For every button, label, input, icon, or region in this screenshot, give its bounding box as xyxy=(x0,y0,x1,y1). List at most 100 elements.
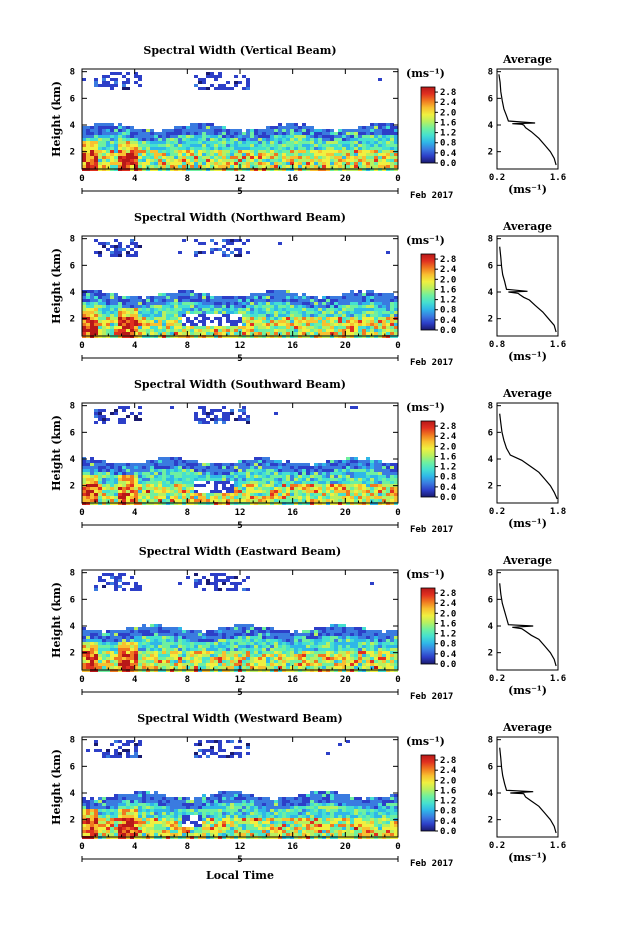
profile-frame xyxy=(496,68,559,170)
colorbar-tick-label: 1.2 xyxy=(440,463,456,473)
date-label: Feb 2017 xyxy=(410,191,453,201)
heatmap xyxy=(82,406,398,505)
x-tick-label: 16 xyxy=(287,508,298,518)
x-tick-label: 20 xyxy=(340,508,351,518)
panel-2: Spectral Width (Northward Beam) 2 4 6 8 Heigh… xyxy=(50,211,566,368)
profile-x-tick-label: 1.8 xyxy=(550,507,566,517)
colorbar-tick-label: 0.4 xyxy=(440,817,457,827)
x-tick-label: 4 xyxy=(132,341,138,351)
colorbar-tick-label: 2.4 xyxy=(440,766,457,776)
panel-5: Spectral Width (Westward Beam) 2 4 6 8 Height… xyxy=(50,712,566,869)
colorbar xyxy=(420,253,436,331)
profile-x-unit: (ms⁻¹) xyxy=(508,684,547,697)
x-tick-label: 16 xyxy=(287,675,298,685)
y-tick-label: 4 xyxy=(70,622,76,632)
x-tick-label: 4 xyxy=(132,508,138,518)
colorbar-tick-label: 0.4 xyxy=(440,650,457,660)
profile-x-tick-label: 1.6 xyxy=(550,173,566,183)
x-tick-label: 0 xyxy=(79,341,84,351)
profile-x-tick-label: 0.2 xyxy=(489,173,505,183)
y-tick-label: 8 xyxy=(70,402,75,412)
x-tick-label: 0 xyxy=(79,174,84,184)
x-tick-label: 8 xyxy=(185,174,190,184)
colorbar-tick-label: 0.8 xyxy=(440,306,456,316)
colorbar-tick-label: 1.2 xyxy=(440,296,456,306)
profile-y-tick-label: 4 xyxy=(488,622,494,632)
date-label: Feb 2017 xyxy=(410,692,453,702)
y-tick-label: 2 xyxy=(70,148,75,158)
y-tick-label: 8 xyxy=(70,235,75,245)
x-tick-label: 0 xyxy=(395,341,400,351)
profile-line xyxy=(499,413,558,500)
y-axis-label: Height (km) xyxy=(50,248,63,324)
colorbar xyxy=(420,754,436,832)
y-axis-label: Height (km) xyxy=(50,749,63,825)
x-tick-label: 8 xyxy=(185,675,190,685)
x-tick-label: 16 xyxy=(287,842,298,852)
x-tick-label: 20 xyxy=(340,842,351,852)
x-tick-label: 12 xyxy=(235,508,246,518)
profile-y-tick-label: 6 xyxy=(488,261,493,271)
x-tick-label: 4 xyxy=(132,174,138,184)
colorbar-unit: (ms⁻¹) xyxy=(406,67,445,80)
profile-title: Average xyxy=(502,53,552,66)
colorbar-unit: (ms⁻¹) xyxy=(406,234,445,247)
colorbar-tick-label: 2.0 xyxy=(440,275,456,285)
colorbar-tick-label: 1.6 xyxy=(440,285,456,295)
date-tick-label: 5 xyxy=(237,187,242,197)
profile-frame xyxy=(496,235,559,337)
colorbar-unit: (ms⁻¹) xyxy=(406,401,445,414)
x-tick-label: 0 xyxy=(79,508,84,518)
panel-1: Spectral Width (Vertical Beam) 2 4 6 8 Height… xyxy=(50,44,566,201)
panel-title: Spectral Width (Eastward Beam) xyxy=(139,545,341,558)
profile-x-unit: (ms⁻¹) xyxy=(508,517,547,530)
profile-y-tick-label: 8 xyxy=(488,736,493,746)
date-label: Feb 2017 xyxy=(410,525,453,535)
heatmap xyxy=(82,72,398,171)
x-axis-label: Local Time xyxy=(206,869,274,882)
colorbar-tick-label: 1.6 xyxy=(440,619,456,629)
colorbar-tick-label: 0.0 xyxy=(440,827,456,837)
colorbar xyxy=(420,86,436,164)
profile-x-unit: (ms⁻¹) xyxy=(508,350,547,363)
x-tick-label: 8 xyxy=(185,508,190,518)
x-tick-label: 0 xyxy=(395,174,400,184)
colorbar-tick-label: 0.4 xyxy=(440,316,457,326)
x-tick-label: 0 xyxy=(79,675,84,685)
x-tick-label: 8 xyxy=(185,842,190,852)
x-tick-label: 0 xyxy=(395,675,400,685)
colorbar-tick-label: 0.0 xyxy=(440,159,456,169)
panel-4: Spectral Width (Eastward Beam) 2 4 6 8 Height… xyxy=(50,545,566,702)
colorbar-tick-label: 2.4 xyxy=(440,98,457,108)
profile-x-tick-label: 1.6 xyxy=(550,841,566,851)
colorbar-unit: (ms⁻¹) xyxy=(406,735,445,748)
colorbar-tick-label: 2.8 xyxy=(440,422,456,432)
y-axis-label: Height (km) xyxy=(50,415,63,491)
profile-y-tick-label: 6 xyxy=(488,762,493,772)
date-tick-label: 5 xyxy=(237,855,242,865)
y-tick-label: 2 xyxy=(70,315,75,325)
profile-line xyxy=(499,583,557,667)
colorbar-tick-label: 2.8 xyxy=(440,88,456,98)
x-tick-label: 8 xyxy=(185,341,190,351)
profile-x-tick-label: 0.2 xyxy=(489,507,505,517)
profile-y-tick-label: 4 xyxy=(488,121,494,131)
y-axis-label: Height (km) xyxy=(50,81,63,157)
profile-y-tick-label: 4 xyxy=(488,288,494,298)
date-tick-label: 5 xyxy=(237,354,242,364)
x-tick-label: 12 xyxy=(235,174,246,184)
colorbar-tick-label: 0.0 xyxy=(440,493,456,503)
y-tick-label: 4 xyxy=(70,288,76,298)
colorbar-tick-label: 2.8 xyxy=(440,255,456,265)
colorbar-tick-label: 0.8 xyxy=(440,473,456,483)
x-tick-label: 4 xyxy=(132,842,138,852)
panel-title: Spectral Width (Northward Beam) xyxy=(134,211,346,224)
x-tick-label: 16 xyxy=(287,174,298,184)
x-tick-label: 12 xyxy=(235,842,246,852)
colorbar-tick-label: 2.0 xyxy=(440,776,456,786)
y-tick-label: 4 xyxy=(70,121,76,131)
colorbar-tick-label: 2.0 xyxy=(440,609,456,619)
colorbar-tick-label: 2.8 xyxy=(440,589,456,599)
colorbar-tick-label: 0.4 xyxy=(440,149,457,159)
